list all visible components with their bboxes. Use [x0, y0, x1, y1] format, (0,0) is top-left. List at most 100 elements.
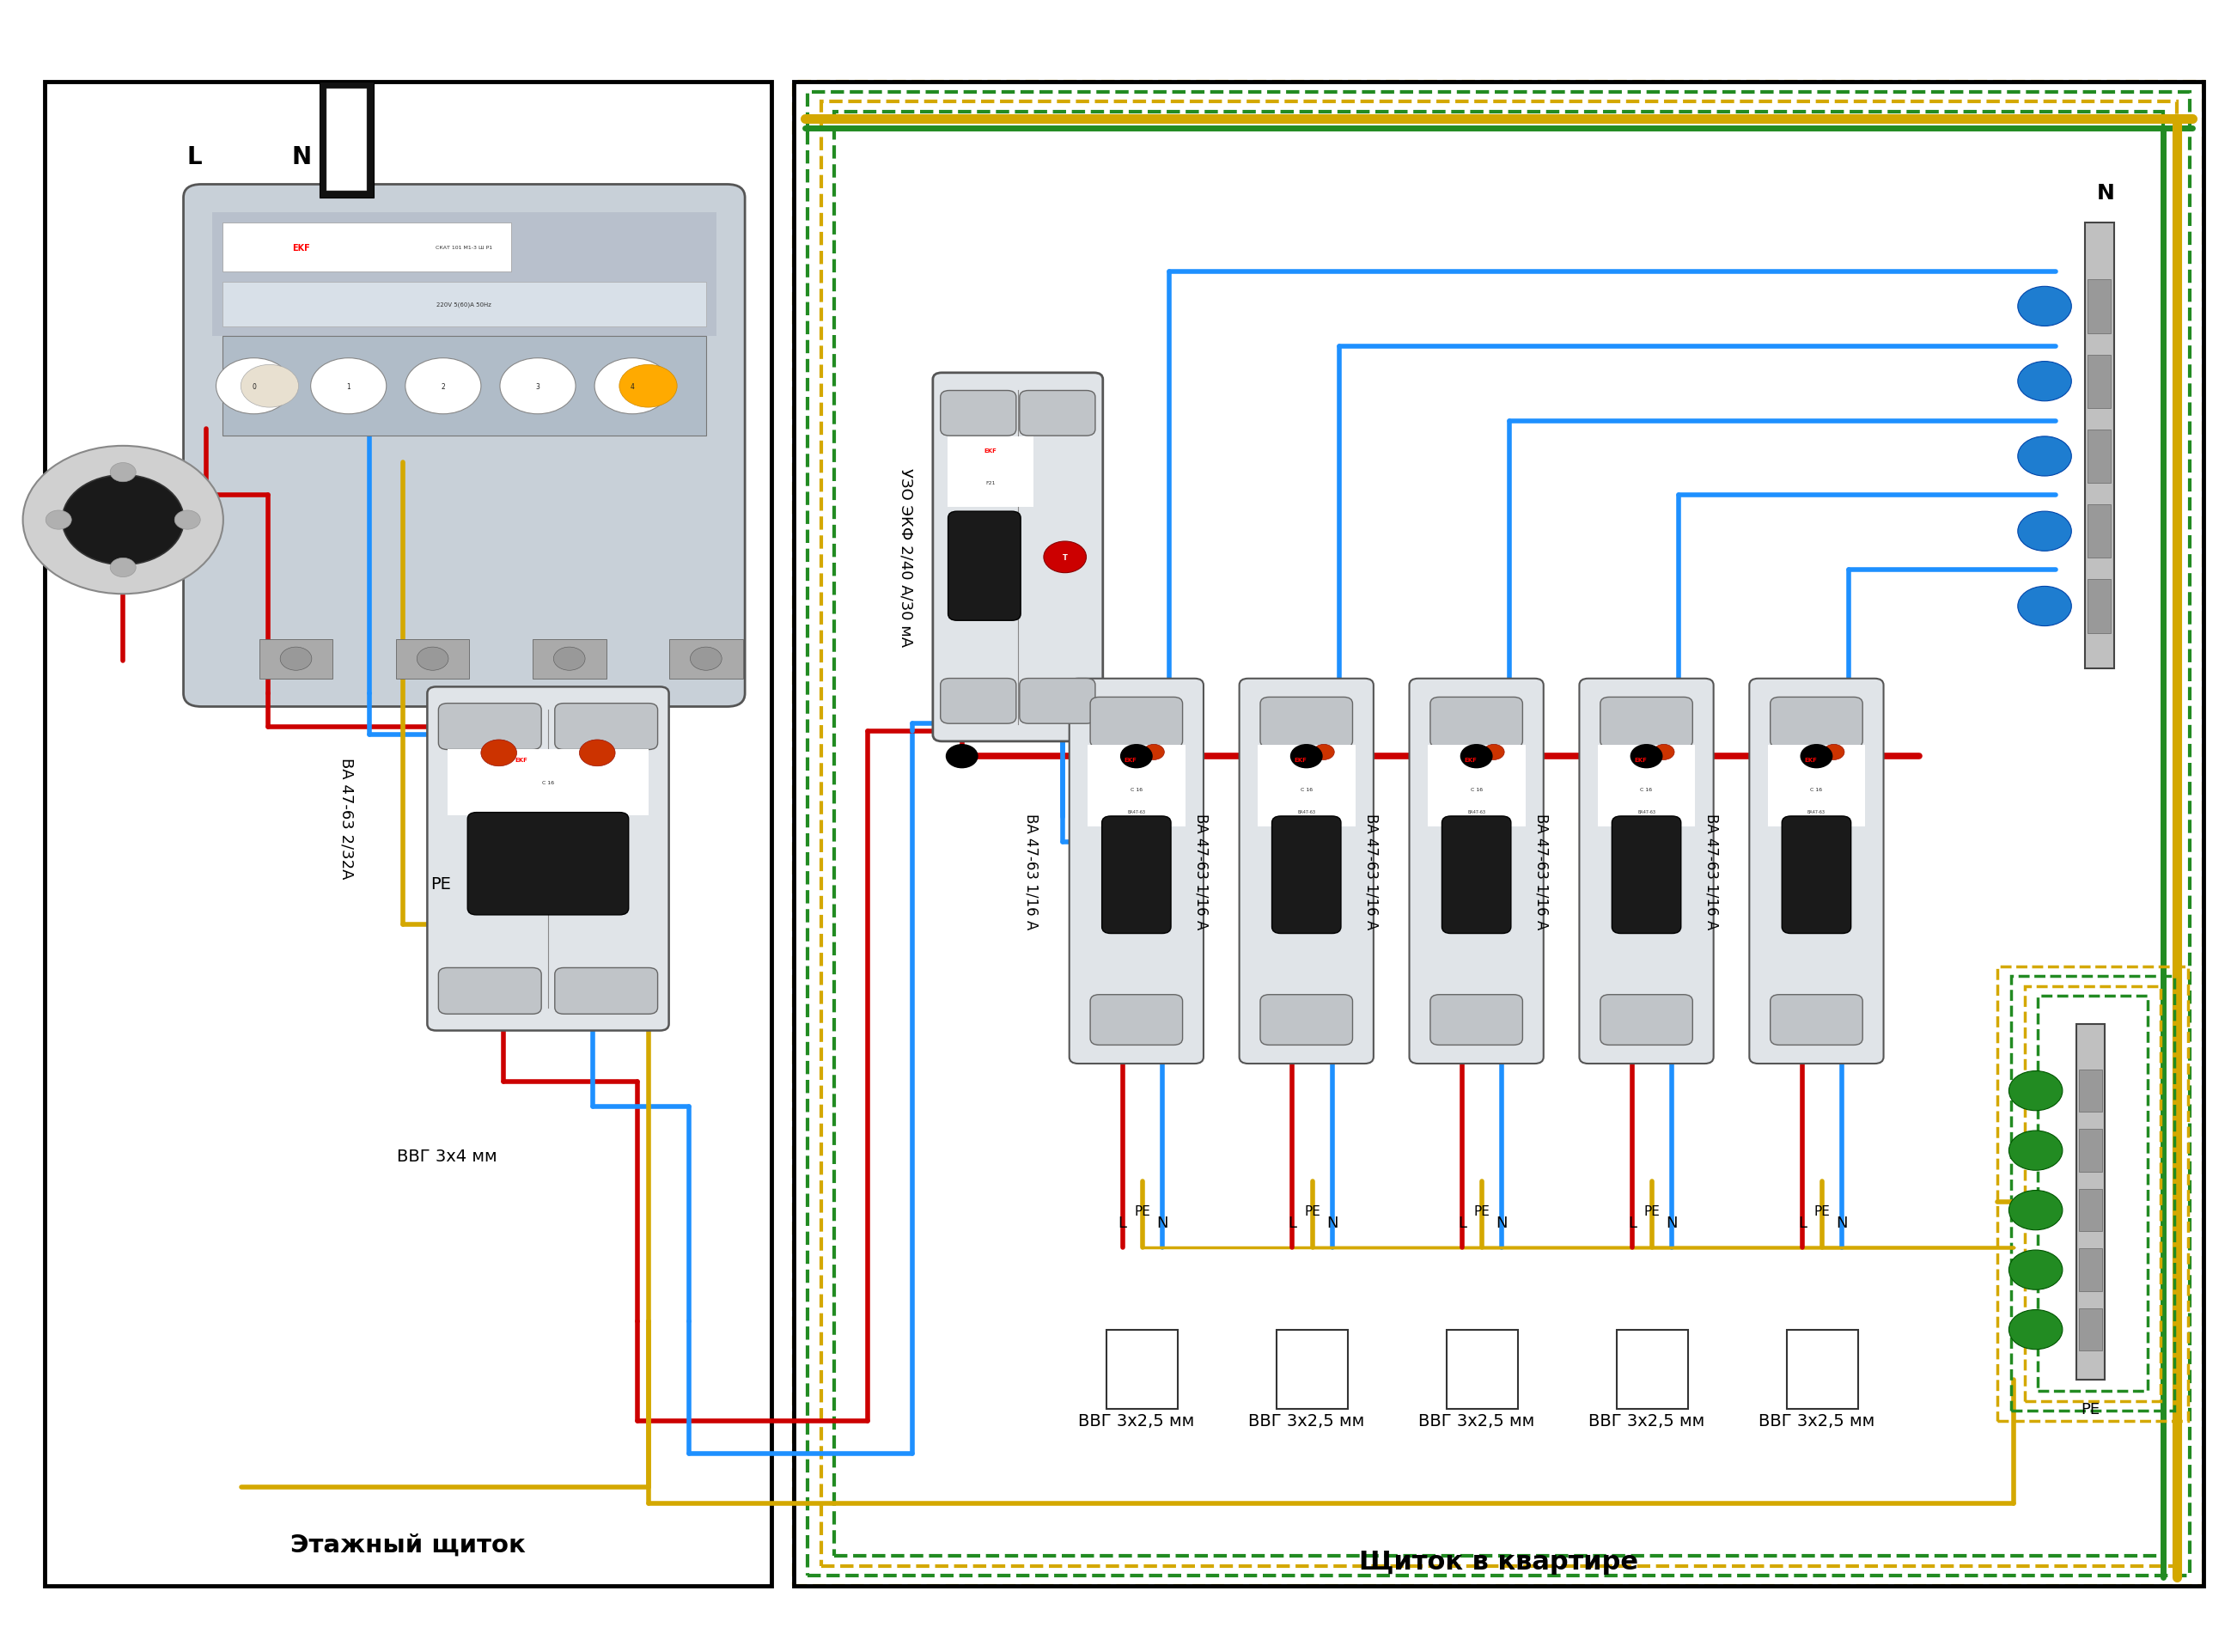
- Circle shape: [1461, 745, 1492, 768]
- Bar: [1617, 1330, 1689, 1409]
- Bar: [2087, 580, 2112, 633]
- FancyBboxPatch shape: [1769, 697, 1863, 748]
- Text: PE: PE: [1134, 1204, 1150, 1218]
- Text: ВА47-63: ВА47-63: [1467, 809, 1485, 814]
- FancyBboxPatch shape: [438, 704, 541, 750]
- Text: PE: PE: [430, 876, 452, 892]
- Circle shape: [1045, 542, 1087, 573]
- Text: ВВГ 3х2,5 мм: ВВГ 3х2,5 мм: [1248, 1412, 1365, 1429]
- Circle shape: [2018, 586, 2071, 626]
- Text: L: L: [1118, 1214, 1127, 1231]
- FancyBboxPatch shape: [1089, 697, 1183, 748]
- Text: EKF: EKF: [1635, 757, 1646, 763]
- Bar: [45, 83, 772, 1586]
- FancyBboxPatch shape: [948, 512, 1020, 621]
- Bar: [1767, 745, 1866, 826]
- Text: ВВГ 3х4 мм: ВВГ 3х4 мм: [398, 1148, 497, 1165]
- Circle shape: [2009, 1132, 2063, 1171]
- FancyBboxPatch shape: [1069, 679, 1204, 1064]
- FancyBboxPatch shape: [1103, 816, 1170, 933]
- Text: PE: PE: [2080, 1401, 2101, 1417]
- Bar: [1107, 1330, 1179, 1409]
- Bar: [2078, 1189, 2103, 1232]
- FancyBboxPatch shape: [1239, 679, 1374, 1064]
- Bar: [1277, 1330, 1349, 1409]
- FancyBboxPatch shape: [1259, 697, 1353, 748]
- Circle shape: [691, 648, 723, 671]
- Text: N: N: [1497, 1214, 1508, 1231]
- FancyBboxPatch shape: [1020, 392, 1096, 436]
- Text: ВВГ 3х2,5 мм: ВВГ 3х2,5 мм: [1588, 1412, 1705, 1429]
- Circle shape: [2018, 512, 2071, 552]
- Circle shape: [63, 476, 183, 565]
- Circle shape: [110, 463, 136, 482]
- FancyBboxPatch shape: [1020, 679, 1096, 724]
- Text: EKF: EKF: [293, 243, 311, 253]
- Circle shape: [174, 510, 201, 530]
- Circle shape: [553, 648, 586, 671]
- Text: PE: PE: [1814, 1204, 1830, 1218]
- Bar: [2085, 223, 2114, 669]
- Bar: [821, 102, 2177, 1566]
- FancyBboxPatch shape: [1409, 679, 1544, 1064]
- FancyBboxPatch shape: [1429, 697, 1523, 748]
- Bar: [1447, 1330, 1519, 1409]
- Bar: [2087, 430, 2112, 484]
- Text: ВА 47-63 1/16 А: ВА 47-63 1/16 А: [1025, 813, 1040, 930]
- Bar: [1597, 745, 1696, 826]
- Circle shape: [946, 745, 978, 768]
- Circle shape: [311, 358, 387, 415]
- Bar: [259, 639, 333, 679]
- Text: ВА 47-63 1/16 А: ВА 47-63 1/16 А: [1195, 813, 1210, 930]
- Text: 0: 0: [253, 383, 255, 390]
- FancyBboxPatch shape: [555, 704, 658, 750]
- Bar: [396, 639, 470, 679]
- Circle shape: [499, 358, 575, 415]
- Bar: [532, 639, 606, 679]
- Text: ВА47-63: ВА47-63: [1127, 809, 1145, 814]
- Text: C 16: C 16: [1470, 788, 1483, 791]
- Bar: [669, 639, 743, 679]
- FancyBboxPatch shape: [438, 968, 541, 1014]
- Text: N: N: [1837, 1214, 1848, 1231]
- Circle shape: [22, 446, 224, 595]
- FancyBboxPatch shape: [1259, 995, 1353, 1046]
- Text: Щиток в квартире: Щиток в квартире: [1360, 1548, 1637, 1574]
- Circle shape: [481, 740, 517, 767]
- Text: C 16: C 16: [1810, 788, 1823, 791]
- FancyBboxPatch shape: [940, 392, 1016, 436]
- Bar: [2076, 1024, 2105, 1379]
- Text: N: N: [1667, 1214, 1678, 1231]
- Bar: [2038, 996, 2148, 1391]
- FancyBboxPatch shape: [933, 373, 1103, 742]
- Bar: [327, 89, 367, 192]
- Circle shape: [2018, 362, 2071, 401]
- Bar: [1787, 1330, 1859, 1409]
- Bar: [794, 83, 2203, 1586]
- Text: ВА 47-63 1/16 А: ВА 47-63 1/16 А: [1705, 813, 1720, 930]
- Circle shape: [1631, 745, 1662, 768]
- Text: EKF: EKF: [1465, 757, 1476, 763]
- Text: ВВГ 3х2,5 мм: ВВГ 3х2,5 мм: [1078, 1412, 1195, 1429]
- Circle shape: [45, 510, 72, 530]
- Bar: [2078, 1308, 2103, 1351]
- FancyBboxPatch shape: [1769, 995, 1863, 1046]
- Text: EKF: EKF: [515, 757, 528, 763]
- Circle shape: [2018, 287, 2071, 327]
- Circle shape: [110, 558, 136, 578]
- FancyBboxPatch shape: [1429, 995, 1523, 1046]
- Text: ВА47-63: ВА47-63: [1297, 809, 1315, 814]
- Bar: [1087, 745, 1186, 826]
- FancyBboxPatch shape: [183, 185, 745, 707]
- Text: EKF: EKF: [984, 448, 998, 454]
- Bar: [1427, 745, 1526, 826]
- Text: L: L: [1289, 1214, 1297, 1231]
- Text: EKF: EKF: [1295, 757, 1306, 763]
- Bar: [2078, 1070, 2103, 1112]
- FancyBboxPatch shape: [1599, 697, 1693, 748]
- Text: L: L: [1629, 1214, 1637, 1231]
- Bar: [1998, 966, 2188, 1421]
- Circle shape: [416, 648, 447, 671]
- Circle shape: [242, 365, 298, 408]
- Text: L: L: [1799, 1214, 1807, 1231]
